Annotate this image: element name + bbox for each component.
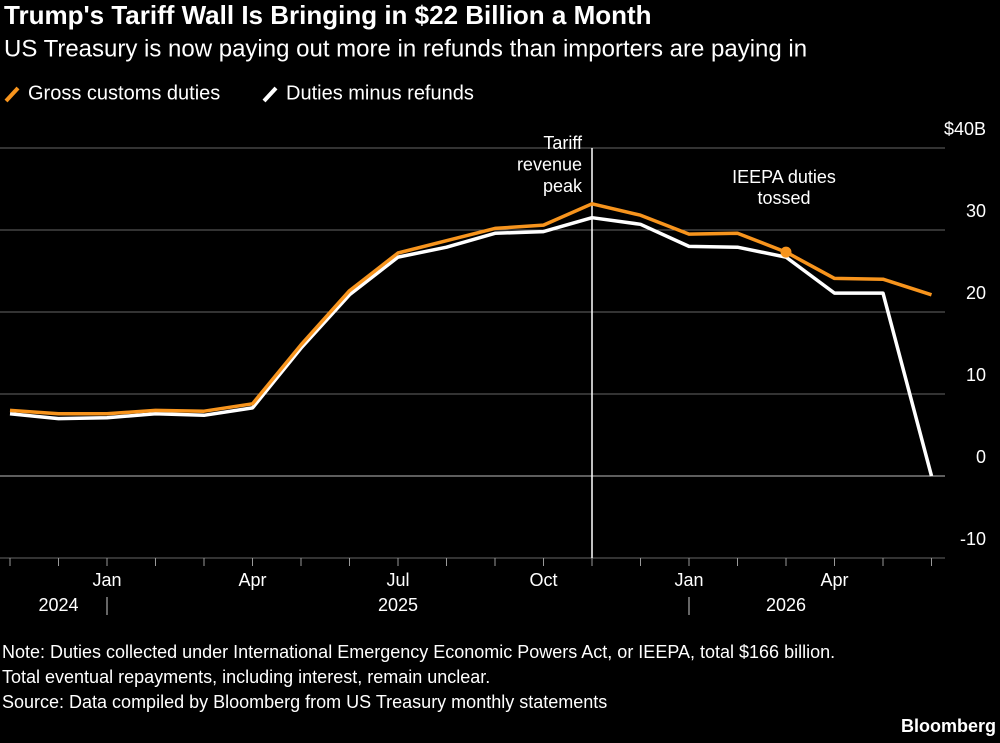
year-label: 2025 bbox=[378, 595, 418, 615]
y-tick-label: 30 bbox=[966, 201, 986, 221]
y-tick-label: 0 bbox=[976, 447, 986, 467]
x-tick-label: Jan bbox=[674, 570, 703, 590]
x-tick-label: Oct bbox=[529, 570, 557, 590]
note: Note: Duties collected under Internation… bbox=[2, 642, 835, 662]
legend-label: Duties minus refunds bbox=[286, 82, 474, 104]
annotation-dot bbox=[780, 246, 792, 258]
x-tick-label: Apr bbox=[820, 570, 848, 590]
annotation-text: Tariff bbox=[543, 133, 583, 153]
annotation-text: tossed bbox=[757, 188, 810, 208]
y-tick-label: 20 bbox=[966, 283, 986, 303]
brand: Bloomberg bbox=[901, 716, 996, 736]
note: Total eventual repayments, including int… bbox=[2, 667, 490, 687]
annotation-text: revenue bbox=[517, 154, 582, 174]
series-line bbox=[9, 215, 934, 477]
series-line bbox=[9, 202, 933, 416]
note: Source: Data compiled by Bloomberg from … bbox=[2, 692, 607, 712]
x-tick-label: Jan bbox=[92, 570, 121, 590]
legend-label: Gross customs duties bbox=[28, 82, 220, 104]
legend-swatch bbox=[262, 86, 278, 103]
chart-subtitle: US Treasury is now paying out more in re… bbox=[4, 35, 807, 62]
x-tick-label: Jul bbox=[386, 570, 409, 590]
y-tick-label: -10 bbox=[960, 529, 986, 549]
x-tick-label: Apr bbox=[238, 570, 266, 590]
y-tick-label: $40B bbox=[944, 119, 986, 139]
chart-title: Trump's Tariff Wall Is Bringing in $22 B… bbox=[4, 0, 652, 30]
annotation-text: IEEPA duties bbox=[732, 167, 836, 187]
year-label: 2024 bbox=[38, 595, 78, 615]
legend-swatch bbox=[4, 86, 20, 103]
year-label: 2026 bbox=[766, 595, 806, 615]
annotation-text: peak bbox=[543, 176, 583, 196]
y-tick-label: 10 bbox=[966, 365, 986, 385]
